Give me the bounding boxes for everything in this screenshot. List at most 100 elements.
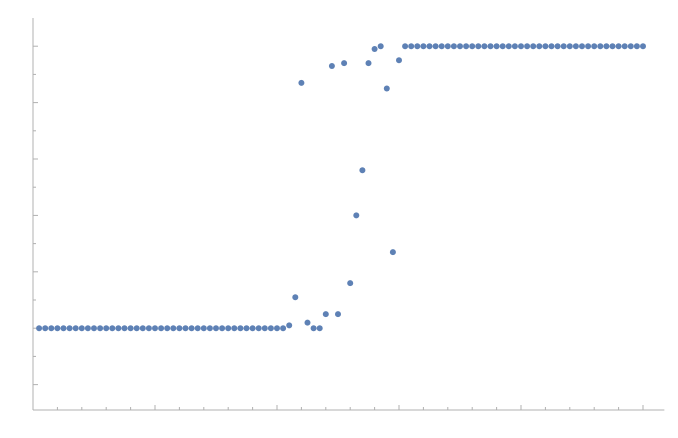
- point: [158, 325, 165, 332]
- point: [603, 43, 610, 50]
- point: [310, 325, 317, 332]
- point: [237, 325, 244, 332]
- point: [499, 43, 506, 50]
- point: [42, 325, 49, 332]
- point: [225, 325, 232, 332]
- point: [469, 43, 476, 50]
- point: [200, 325, 207, 332]
- point: [359, 167, 366, 174]
- point: [145, 325, 152, 332]
- point: [420, 43, 427, 50]
- point: [383, 85, 390, 92]
- point: [560, 43, 567, 50]
- point: [432, 43, 439, 50]
- point: [444, 43, 451, 50]
- point: [261, 325, 268, 332]
- point: [286, 322, 293, 329]
- point: [188, 325, 195, 332]
- point: [91, 325, 97, 332]
- point: [267, 325, 274, 332]
- point: [231, 325, 238, 332]
- point: [530, 43, 537, 50]
- point: [402, 43, 409, 50]
- point: [103, 325, 110, 332]
- point: [475, 43, 482, 50]
- point: [121, 325, 128, 332]
- point: [60, 325, 67, 332]
- point: [609, 43, 616, 50]
- point: [36, 325, 43, 332]
- point: [414, 43, 421, 50]
- point: [304, 319, 311, 326]
- point: [115, 325, 122, 332]
- point: [194, 325, 201, 332]
- point: [335, 311, 341, 318]
- point: [341, 60, 348, 67]
- point: [274, 325, 280, 332]
- point: [347, 280, 354, 287]
- point: [54, 325, 61, 332]
- point: [511, 43, 518, 50]
- point: [377, 43, 384, 50]
- point: [518, 43, 524, 50]
- point: [176, 325, 183, 332]
- point: [249, 325, 256, 332]
- point: [536, 43, 543, 50]
- point: [457, 43, 463, 50]
- point: [389, 249, 396, 256]
- point: [182, 325, 189, 332]
- point: [365, 60, 372, 67]
- point: [316, 325, 323, 332]
- point: [572, 43, 579, 50]
- point: [280, 325, 287, 332]
- point: [170, 325, 177, 332]
- point: [408, 43, 415, 50]
- point: [48, 325, 55, 332]
- point: [640, 43, 646, 50]
- point: [579, 43, 585, 50]
- point: [463, 43, 470, 50]
- point: [292, 294, 299, 301]
- point: [621, 43, 628, 50]
- point: [591, 43, 598, 50]
- point: [109, 325, 116, 332]
- point: [505, 43, 512, 50]
- point: [450, 43, 457, 50]
- point: [493, 43, 500, 50]
- point: [298, 79, 305, 86]
- point: [206, 325, 213, 332]
- point: [548, 43, 555, 50]
- point: [255, 325, 262, 332]
- point: [139, 325, 146, 332]
- point: [243, 325, 250, 332]
- point: [438, 43, 445, 50]
- point: [66, 325, 73, 332]
- point: [487, 43, 494, 50]
- point: [213, 325, 219, 332]
- point: [78, 325, 85, 332]
- point: [371, 46, 378, 53]
- point: [426, 43, 433, 50]
- point: [133, 325, 140, 332]
- point: [597, 43, 604, 50]
- point: [585, 43, 592, 50]
- point: [566, 43, 573, 50]
- point: [633, 43, 640, 50]
- point: [84, 325, 91, 332]
- point: [542, 43, 549, 50]
- point: [627, 43, 634, 50]
- point: [615, 43, 622, 50]
- point: [554, 43, 561, 50]
- point: [481, 43, 488, 50]
- point: [524, 43, 531, 50]
- point: [152, 325, 158, 332]
- point: [396, 57, 402, 64]
- point: [322, 311, 329, 318]
- point: [127, 325, 134, 332]
- point: [97, 325, 104, 332]
- point: [164, 325, 171, 332]
- point: [72, 325, 79, 332]
- point: [353, 212, 360, 219]
